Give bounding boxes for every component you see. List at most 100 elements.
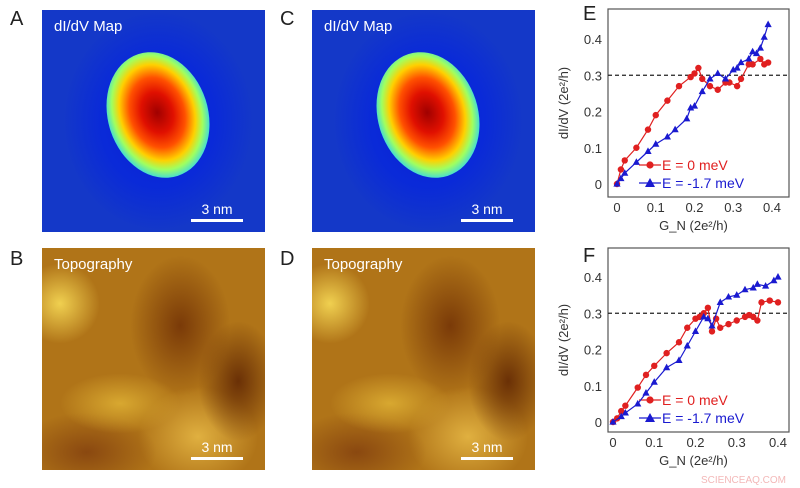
data-point: [695, 64, 702, 72]
data-point: [733, 317, 740, 324]
data-point: [749, 61, 756, 68]
topography-image-d: Topography 3 nm: [312, 248, 535, 470]
y-tick-label: 0.3: [584, 306, 602, 321]
data-point: [706, 74, 714, 82]
data-point: [708, 328, 716, 335]
y-tick-label: 0.3: [584, 68, 602, 83]
y-tick-label: 0: [595, 177, 602, 192]
data-point: [758, 299, 765, 306]
legend-label: E = 0 meV: [662, 157, 728, 173]
y-tick-label: 0.1: [584, 141, 602, 156]
data-point: [749, 283, 757, 291]
data-point: [609, 418, 617, 425]
x-tick-label: 0: [609, 435, 616, 450]
legend-marker: [646, 161, 654, 169]
panel-letter: F: [583, 245, 595, 267]
data-point: [663, 349, 670, 357]
data-point: [725, 320, 732, 328]
data-point: [621, 169, 629, 176]
data-point: [652, 111, 659, 119]
data-point: [651, 362, 658, 370]
image-label: dI/dV Map: [324, 18, 393, 35]
x-tick-label: 0.1: [645, 435, 663, 450]
didv-map-image-c: dI/dV Map 3 nm: [312, 10, 535, 232]
y-tick-label: 0.2: [584, 105, 602, 120]
data-point: [632, 158, 640, 165]
scale-bar: 3 nm: [461, 201, 513, 222]
data-point: [714, 86, 721, 93]
data-point: [733, 291, 741, 298]
data-point: [724, 292, 733, 300]
x-tick-label: 0.2: [686, 435, 704, 450]
data-point: [717, 324, 724, 331]
plot-frame: [607, 8, 790, 198]
data-point: [737, 58, 745, 66]
data-point: [760, 33, 768, 40]
data-point: [737, 75, 745, 83]
data-point: [716, 298, 724, 305]
data-point: [704, 304, 712, 312]
data-point: [650, 378, 658, 385]
legend-label: E = -1.7 meV: [662, 410, 745, 426]
data-point: [733, 64, 741, 71]
panel-letter: E: [583, 3, 596, 25]
data-point: [741, 285, 749, 293]
panel-letter-c: C: [280, 8, 295, 30]
y-tick-label: 0.2: [584, 343, 602, 358]
x-tick-label: 0.3: [728, 435, 746, 450]
data-point: [691, 70, 698, 77]
data-point: [706, 82, 714, 90]
data-point: [684, 324, 691, 331]
legend-label: E = -1.7 meV: [662, 175, 745, 191]
legend-label: E = 0 meV: [662, 392, 728, 408]
panel-letter-b: B: [10, 248, 24, 270]
data-point: [750, 313, 757, 321]
image-label: Topography: [324, 256, 403, 273]
data-point: [618, 407, 625, 415]
data-point: [691, 327, 700, 334]
data-point: [613, 180, 621, 187]
x-tick-label: 0.2: [685, 200, 703, 215]
data-point: [675, 339, 683, 346]
data-point: [756, 44, 764, 51]
data-point: [617, 174, 625, 182]
data-point: [698, 87, 706, 95]
x-tick-label: 0.3: [724, 200, 742, 215]
data-point: [774, 273, 782, 280]
data-point: [671, 125, 679, 133]
data-point: [708, 321, 716, 329]
data-point: [644, 147, 652, 154]
data-point: [770, 276, 778, 284]
x-tick-label: 0.4: [769, 435, 787, 450]
panel-letter-a: A: [10, 8, 24, 30]
data-point: [753, 280, 761, 287]
data-point: [642, 371, 650, 379]
didv-map-image-a: dI/dV Map 3 nm: [42, 10, 265, 232]
data-point: [764, 59, 772, 66]
data-point: [774, 299, 782, 306]
data-point: [745, 54, 753, 62]
data-point: [729, 65, 737, 73]
data-point: [642, 389, 650, 396]
data-point: [752, 49, 761, 57]
data-point: [633, 144, 640, 151]
data-point: [721, 74, 730, 82]
plot-frame: [607, 247, 790, 433]
data-point: [634, 384, 641, 391]
legend-marker: [645, 178, 655, 187]
data-point: [757, 55, 764, 63]
data-point: [621, 157, 628, 164]
data-point: [764, 20, 772, 28]
legend-marker: [646, 396, 654, 404]
data-point: [683, 114, 691, 122]
x-axis-label: G_N (2e²/h): [659, 453, 728, 468]
x-tick-label: 0.4: [763, 200, 781, 215]
scale-bar: 3 nm: [461, 439, 513, 460]
data-point: [675, 82, 683, 90]
scale-bar: 3 nm: [191, 201, 243, 222]
data-point: [733, 82, 741, 90]
data-point: [675, 356, 683, 363]
data-point: [617, 412, 625, 420]
data-point: [687, 103, 695, 111]
